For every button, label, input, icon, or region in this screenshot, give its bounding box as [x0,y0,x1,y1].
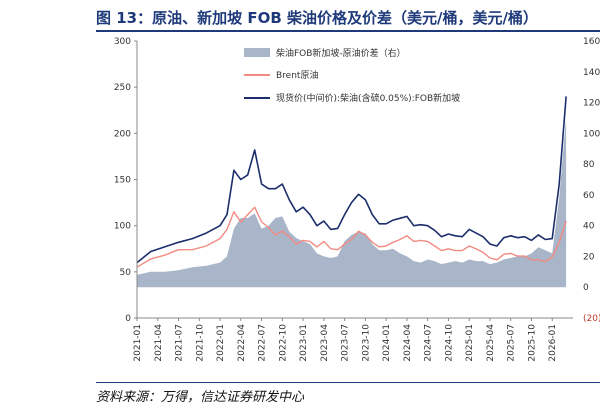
x-tick-label: 2023-07 [341,324,351,362]
y-left-tick-label: 300 [114,37,131,47]
y-right-tick-label: 100 [583,129,600,139]
x-tick-label: 2026-01 [548,324,558,362]
x-tick-label: 2025-07 [507,324,517,362]
title-rule [96,30,600,32]
x-tick-label: 2022-04 [237,324,247,362]
legend-entry-label: Brent原油 [276,69,318,81]
x-tick-label: 2022-01 [216,324,226,362]
brent-line [136,206,567,268]
spread-area [137,117,567,288]
chart-title: 图 13：原油、新加坡 FOB 柴油价格及价差（美元/桶，美元/桶） [96,9,538,27]
x-tick-label: 2021-01 [133,324,143,362]
y-left-tick-label: 50 [120,268,132,278]
x-tick-label: 2025-01 [465,324,475,362]
source-note: 资料来源：万得，信达证券研发中心 [96,390,305,405]
legend-entry-label: 现货价(中间价):柴油(含硫0.05%):FOB新加坡 [276,92,460,104]
line-series-group [136,96,567,268]
x-tick-label: 2024-04 [403,324,413,362]
x-tick-label: 2023-10 [361,324,371,362]
chart-plot: 0 50 100 150 200 250 300 (20) 0 20 40 60 80 100 120 140… [114,37,600,362]
x-tick-label: 2024-10 [444,324,454,362]
y-left-tick-label: 100 [114,222,131,232]
x-tick-label: 2022-10 [278,324,288,362]
x-tick-label: 2023-01 [299,324,309,362]
y-left-tick-label: 0 [125,314,131,324]
x-tick-label: 2022-07 [258,324,268,362]
y-right-tick-label: (20) [583,314,600,324]
y-right-tick-label: 160 [583,37,600,47]
y-left-tick-label: 150 [114,176,131,186]
x-tick-label: 2021-10 [195,324,205,362]
legend: 柴油FOB新加坡-原油价差（右） Brent原油现货价(中间价):柴油(含硫0.0… [244,47,460,104]
legend-swatch-spread [244,48,270,57]
legend-entry-label: 柴油FOB新加坡-原油价差（右） [276,47,406,59]
y-right-tick-label: 60 [583,191,595,201]
x-tick-label: 2023-04 [320,324,330,362]
y-right-tick-label: 20 [583,252,595,262]
x-tick-label: 2024-07 [424,324,434,362]
y-right-tick-label: 80 [583,160,595,170]
x-tick-label: 2021-04 [154,324,164,362]
y-left-tick-label: 250 [114,83,131,93]
y-right-tick-label: 0 [583,283,589,293]
y-left-tick-label: 200 [114,129,131,139]
y-right-tick-label: 140 [583,68,600,78]
spread-area-series [137,117,567,288]
x-tick-label: 2021-07 [175,324,185,362]
x-tick-label: 2025-10 [527,324,537,362]
x-tick-label: 2024-01 [382,324,392,362]
diesel-line [136,96,567,264]
source-rule [96,382,600,383]
x-tick-label: 2025-04 [486,324,496,362]
axes-group: 0 50 100 150 200 250 300 (20) 0 20 40 60 80 100 120 140… [114,37,600,362]
y-right-tick-label: 40 [583,222,595,232]
y-right-tick-label: 120 [583,99,600,109]
